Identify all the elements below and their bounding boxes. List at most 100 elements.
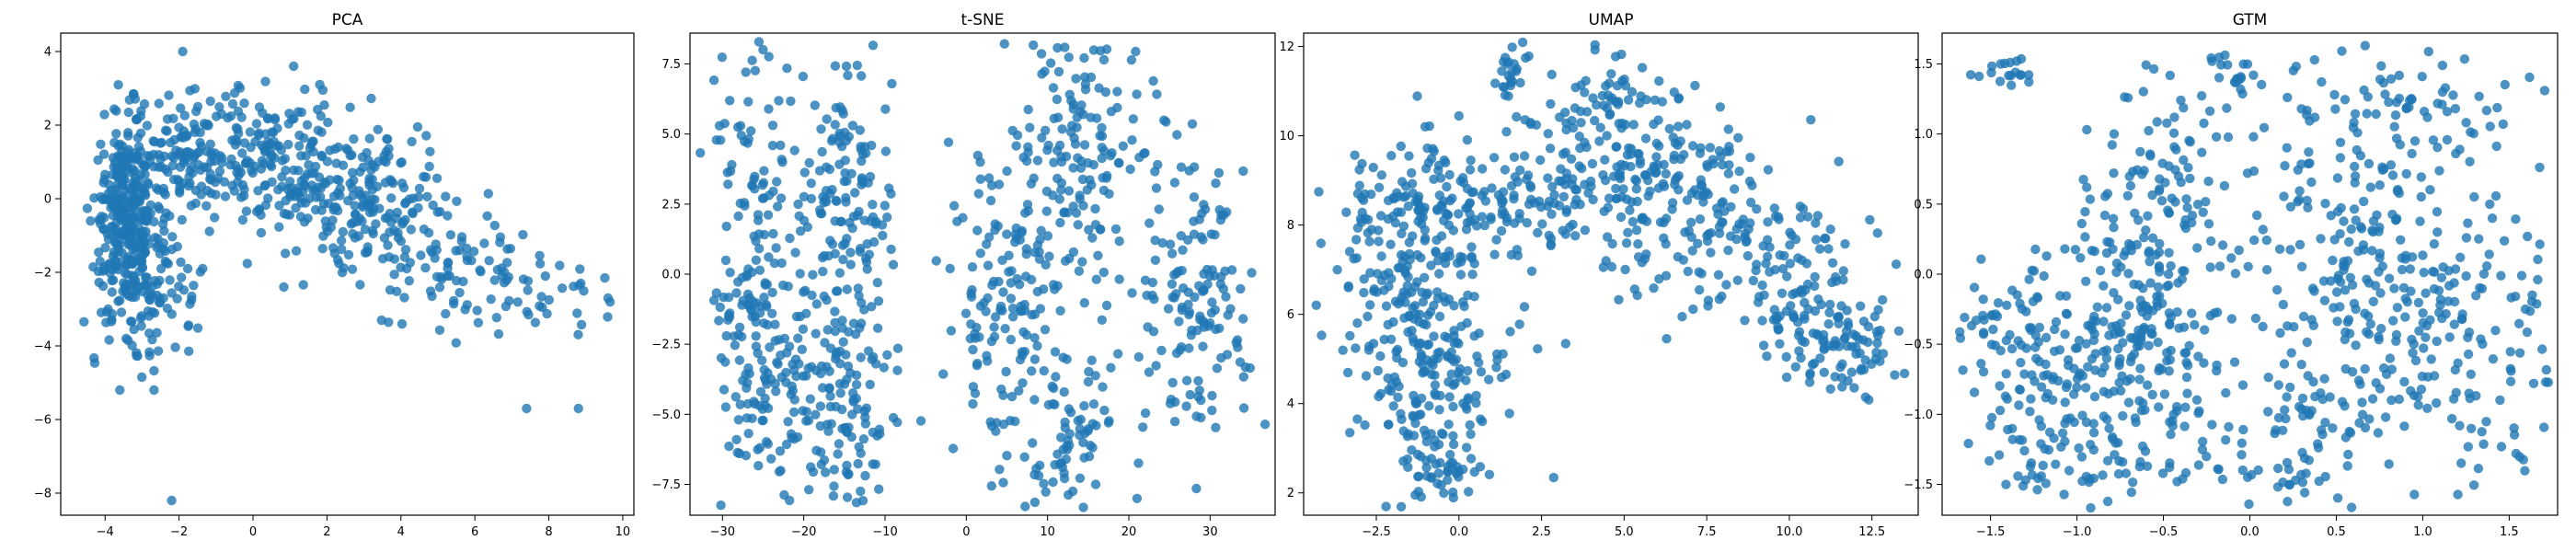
scatter-point bbox=[1491, 235, 1501, 245]
scatter-point bbox=[1602, 232, 1613, 242]
scatter-point bbox=[1637, 258, 1648, 268]
scatter-point bbox=[1616, 123, 1627, 133]
scatter-point bbox=[1468, 187, 1478, 197]
scatter-point bbox=[2282, 143, 2292, 153]
scatter-point bbox=[186, 201, 196, 211]
scatter-point bbox=[1448, 401, 1458, 412]
scatter-point bbox=[2466, 369, 2476, 379]
scatter-point bbox=[362, 147, 372, 158]
scatter-point bbox=[2109, 168, 2119, 178]
scatter-point bbox=[2461, 233, 2472, 243]
scatter-point bbox=[1603, 90, 1614, 100]
scatter-point bbox=[1501, 127, 1512, 137]
scatter-point bbox=[2533, 274, 2543, 285]
scatter-point bbox=[754, 244, 765, 254]
scatter-point bbox=[2481, 105, 2492, 116]
scatter-point bbox=[1797, 255, 1807, 265]
scatter-point bbox=[1189, 192, 1200, 202]
scatter-point bbox=[2135, 146, 2145, 157]
scatter-point bbox=[2181, 194, 2191, 204]
scatter-point bbox=[196, 190, 206, 200]
scatter-point bbox=[1354, 180, 1365, 190]
scatter-point bbox=[1414, 339, 1424, 349]
scatter-point bbox=[1670, 138, 1681, 148]
scatter-point bbox=[1409, 301, 1420, 311]
scatter-point bbox=[2102, 414, 2112, 424]
scatter-point bbox=[338, 226, 348, 237]
scatter-point bbox=[1070, 139, 1081, 149]
scatter-point bbox=[1059, 473, 1070, 484]
scatter-point bbox=[1514, 319, 1524, 329]
scatter-point bbox=[221, 91, 231, 102]
scatter-point bbox=[2181, 372, 2192, 383]
scatter-point bbox=[2461, 270, 2471, 282]
scatter-point bbox=[1052, 94, 1063, 105]
scatter-point bbox=[1544, 230, 1555, 241]
scatter-point bbox=[2432, 227, 2443, 237]
scatter-point bbox=[2511, 214, 2521, 224]
scatter-point bbox=[1153, 159, 1163, 170]
scatter-point bbox=[1703, 301, 1713, 311]
scatter-point bbox=[1740, 316, 1750, 326]
scatter-point bbox=[995, 465, 1005, 475]
scatter-point bbox=[2179, 421, 2190, 431]
y-tick-label: −8 bbox=[34, 488, 52, 501]
scatter-point bbox=[489, 275, 500, 285]
scatter-point bbox=[2007, 434, 2018, 444]
scatter-point bbox=[1040, 325, 1051, 335]
scatter-point bbox=[149, 137, 160, 147]
scatter-point bbox=[2169, 112, 2179, 122]
scatter-point bbox=[857, 71, 867, 81]
scatter-point bbox=[172, 293, 182, 304]
scatter-point bbox=[291, 246, 302, 256]
scatter-point bbox=[1381, 301, 1392, 311]
scatter-point bbox=[1025, 122, 1035, 132]
scatter-point bbox=[142, 121, 153, 131]
scatter-point bbox=[1788, 289, 1798, 300]
scatter-point bbox=[2540, 377, 2551, 387]
scatter-point bbox=[1773, 212, 1784, 222]
scatter-point bbox=[995, 305, 1006, 315]
scatter-point bbox=[262, 114, 273, 124]
scatter-point bbox=[2221, 387, 2231, 398]
scatter-point bbox=[2098, 470, 2108, 480]
scatter-point bbox=[1026, 178, 1037, 189]
scatter-point bbox=[1713, 270, 1724, 280]
scatter-point bbox=[1773, 322, 1783, 332]
scatter-point bbox=[443, 263, 453, 273]
scatter-point bbox=[2249, 235, 2260, 246]
scatter-point bbox=[493, 328, 504, 339]
scatter-point bbox=[1477, 212, 1488, 222]
scatter-point bbox=[274, 201, 284, 211]
scatter-point bbox=[1071, 74, 1081, 84]
scatter-point bbox=[1611, 183, 1621, 194]
scatter-point bbox=[1679, 150, 1689, 160]
scatter-point bbox=[1790, 362, 1801, 372]
scatter-point bbox=[1079, 140, 1090, 150]
scatter-point bbox=[1600, 175, 1611, 186]
scatter-point bbox=[1718, 217, 1728, 227]
scatter-point bbox=[147, 282, 157, 292]
scatter-point bbox=[1032, 155, 1043, 166]
scatter-point bbox=[2528, 378, 2539, 388]
scatter-point bbox=[1065, 127, 1076, 137]
scatter-point bbox=[1185, 389, 1195, 400]
scatter-point bbox=[1211, 422, 1221, 432]
scatter-point bbox=[1466, 253, 1477, 263]
scatter-point bbox=[2514, 318, 2524, 328]
scatter-point bbox=[2070, 245, 2081, 255]
scatter-point bbox=[280, 154, 291, 164]
scatter-point bbox=[1469, 331, 1479, 341]
scatter-point bbox=[2344, 236, 2354, 247]
y-tick-label: 4 bbox=[44, 46, 52, 60]
scatter-point bbox=[2170, 165, 2180, 175]
scatter-point bbox=[2449, 319, 2459, 329]
scatter-point bbox=[837, 316, 847, 326]
scatter-point bbox=[1978, 328, 1989, 338]
scatter-point bbox=[1558, 225, 1568, 236]
scatter-point bbox=[129, 324, 139, 335]
scatter-point bbox=[2258, 224, 2268, 235]
scatter-point bbox=[998, 420, 1009, 430]
y-tick-label: 5.0 bbox=[661, 128, 681, 142]
scatter-point bbox=[1514, 213, 1524, 224]
